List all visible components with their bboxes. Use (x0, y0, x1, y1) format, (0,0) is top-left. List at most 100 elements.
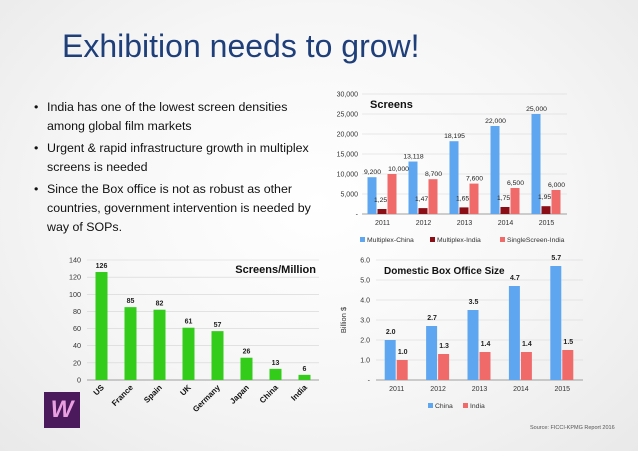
bullet-item: Since the Box office is not as robust as… (34, 180, 324, 238)
legend-swatch (463, 403, 468, 408)
y-tick-label: 15,000 (337, 152, 359, 159)
x-tick-label: UK (178, 383, 193, 398)
y-tick-label: 5,000 (340, 192, 358, 199)
x-tick-label: 2014 (498, 220, 514, 227)
bar-multiplex-china (449, 141, 459, 214)
bullet-item: Urgent & rapid infrastructure growth in … (34, 139, 324, 178)
y-tick-label: 0 (77, 376, 81, 385)
x-tick-label: 2015 (539, 220, 555, 227)
data-label: 1.4 (481, 341, 491, 348)
data-label: 85 (127, 298, 135, 305)
data-label: 4.7 (510, 275, 520, 282)
data-label: 6,000 (548, 182, 565, 189)
y-tick-label: - (356, 212, 359, 219)
bar-screens-per-million (95, 272, 108, 380)
bar-singlescreen-india (428, 179, 438, 214)
bar-screens-per-million (298, 374, 311, 380)
x-tick-label: 2011 (375, 220, 390, 227)
y-tick-label: 2.0 (360, 338, 370, 345)
legend-label: Multiplex-India (437, 237, 481, 244)
legend-label: Multiplex-China (367, 237, 414, 244)
x-tick-label: France (110, 383, 135, 408)
source-note: Source: FICCI-KPMG Report 2016 (530, 425, 615, 431)
legend-swatch (428, 403, 433, 408)
data-label: 13 (272, 360, 280, 367)
x-tick-label: 2015 (555, 386, 571, 393)
x-tick-label: Japan (228, 383, 251, 406)
bar-multiplex-china (367, 177, 377, 214)
y-tick-label: 20,000 (337, 132, 359, 139)
x-tick-label: 2012 (430, 386, 446, 393)
bar-multiplex-china (531, 114, 541, 214)
x-tick-label: 2014 (513, 386, 529, 393)
bar-multiplex-india (500, 207, 510, 214)
data-label: 25,000 (526, 106, 547, 113)
data-label: 13,118 (403, 154, 424, 161)
x-tick-label: 2013 (472, 386, 488, 393)
data-label: 1,650 (456, 195, 473, 202)
company-logo: W (44, 392, 80, 428)
bar-india (520, 352, 532, 380)
y-tick-label: 6.0 (360, 258, 370, 265)
data-label: 6 (303, 366, 307, 373)
y-tick-label: - (368, 378, 371, 385)
data-label: 2.0 (386, 329, 396, 336)
bar-india (479, 352, 491, 380)
y-tick-label: 30,000 (337, 92, 359, 99)
chart-title: Screens/Million (235, 264, 316, 276)
y-tick-label: 20 (73, 358, 81, 367)
bar-china (426, 326, 438, 380)
bar-china (384, 340, 396, 380)
slide-title: Exhibition needs to grow! (62, 28, 420, 64)
bar-india (562, 350, 574, 380)
y-tick-label: 10,000 (337, 172, 359, 179)
data-label: 1.4 (522, 341, 532, 348)
data-label: 57 (214, 322, 222, 329)
data-label: 1,470 (415, 196, 432, 203)
bar-china (550, 266, 562, 380)
data-label: 1.0 (398, 349, 408, 356)
legend-label: India (470, 403, 485, 410)
data-label: 18,195 (444, 133, 465, 140)
bar-multiplex-india (377, 209, 387, 214)
legend-swatch (430, 237, 435, 242)
bullet-list: India has one of the lowest screen densi… (34, 98, 324, 240)
x-tick-label: US (92, 383, 107, 398)
x-tick-label: 2012 (416, 220, 432, 227)
data-label: 2.7 (427, 315, 437, 322)
data-label: 10,000 (388, 166, 409, 173)
data-label: 1,750 (497, 195, 514, 202)
legend-swatch (360, 237, 365, 242)
bar-screens-per-million (211, 331, 224, 380)
data-label: 5.7 (551, 255, 561, 262)
bar-screens-per-million (182, 327, 195, 380)
x-tick-label: 2011 (389, 386, 404, 393)
x-tick-label: China (258, 383, 280, 405)
x-tick-label: Spain (142, 383, 164, 405)
bar-singlescreen-india (551, 190, 561, 214)
data-label: 1.5 (563, 339, 573, 346)
y-tick-label: 4.0 (360, 298, 370, 305)
bar-screens-per-million (240, 357, 253, 380)
y-tick-label: 3.0 (360, 318, 370, 325)
bar-multiplex-china (490, 126, 500, 214)
x-tick-label: Germany (191, 383, 222, 414)
data-label: 6,500 (507, 180, 524, 187)
bullet-item: India has one of the lowest screen densi… (34, 98, 324, 137)
legend-label: SingleScreen-India (507, 237, 565, 244)
x-tick-label: 2013 (457, 220, 473, 227)
legend-swatch (500, 237, 505, 242)
data-label: 61 (185, 319, 193, 326)
bar-singlescreen-india (387, 174, 397, 214)
y-tick-label: 80 (73, 307, 81, 316)
bar-screens-per-million (124, 307, 137, 380)
y-tick-label: 60 (73, 324, 81, 333)
y-tick-label: 1.0 (360, 358, 370, 365)
y-tick-label: 140 (69, 256, 81, 265)
data-label: 1,250 (374, 197, 391, 204)
bar-china (508, 286, 520, 380)
y-axis-label: Billion $ (339, 306, 348, 333)
screens-chart: - 5,000 10,000 15,000 20,000 25,000 30,000 9,20… (337, 92, 567, 244)
data-label: 3.5 (469, 299, 479, 306)
data-label: 8,700 (425, 171, 442, 178)
